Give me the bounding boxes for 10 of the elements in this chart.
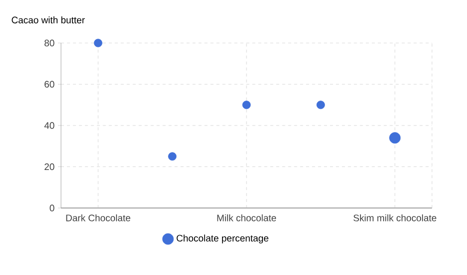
legend-label: Chocolate percentage	[176, 234, 268, 244]
x-tick-label: Milk chocolate	[217, 214, 276, 222]
y-tick-label: 40	[44, 122, 54, 129]
y-tick-label: 60	[44, 80, 54, 88]
y-tick-label: 20	[44, 163, 54, 170]
y-tick-label: 80	[44, 40, 54, 46]
x-tick-label: Dark Chocolate	[66, 214, 130, 222]
y-tick-label: 0	[50, 204, 54, 212]
x-tick-label: Skim milk chocolate	[354, 214, 436, 222]
y-axis-title: Cacao with butter	[12, 16, 85, 24]
